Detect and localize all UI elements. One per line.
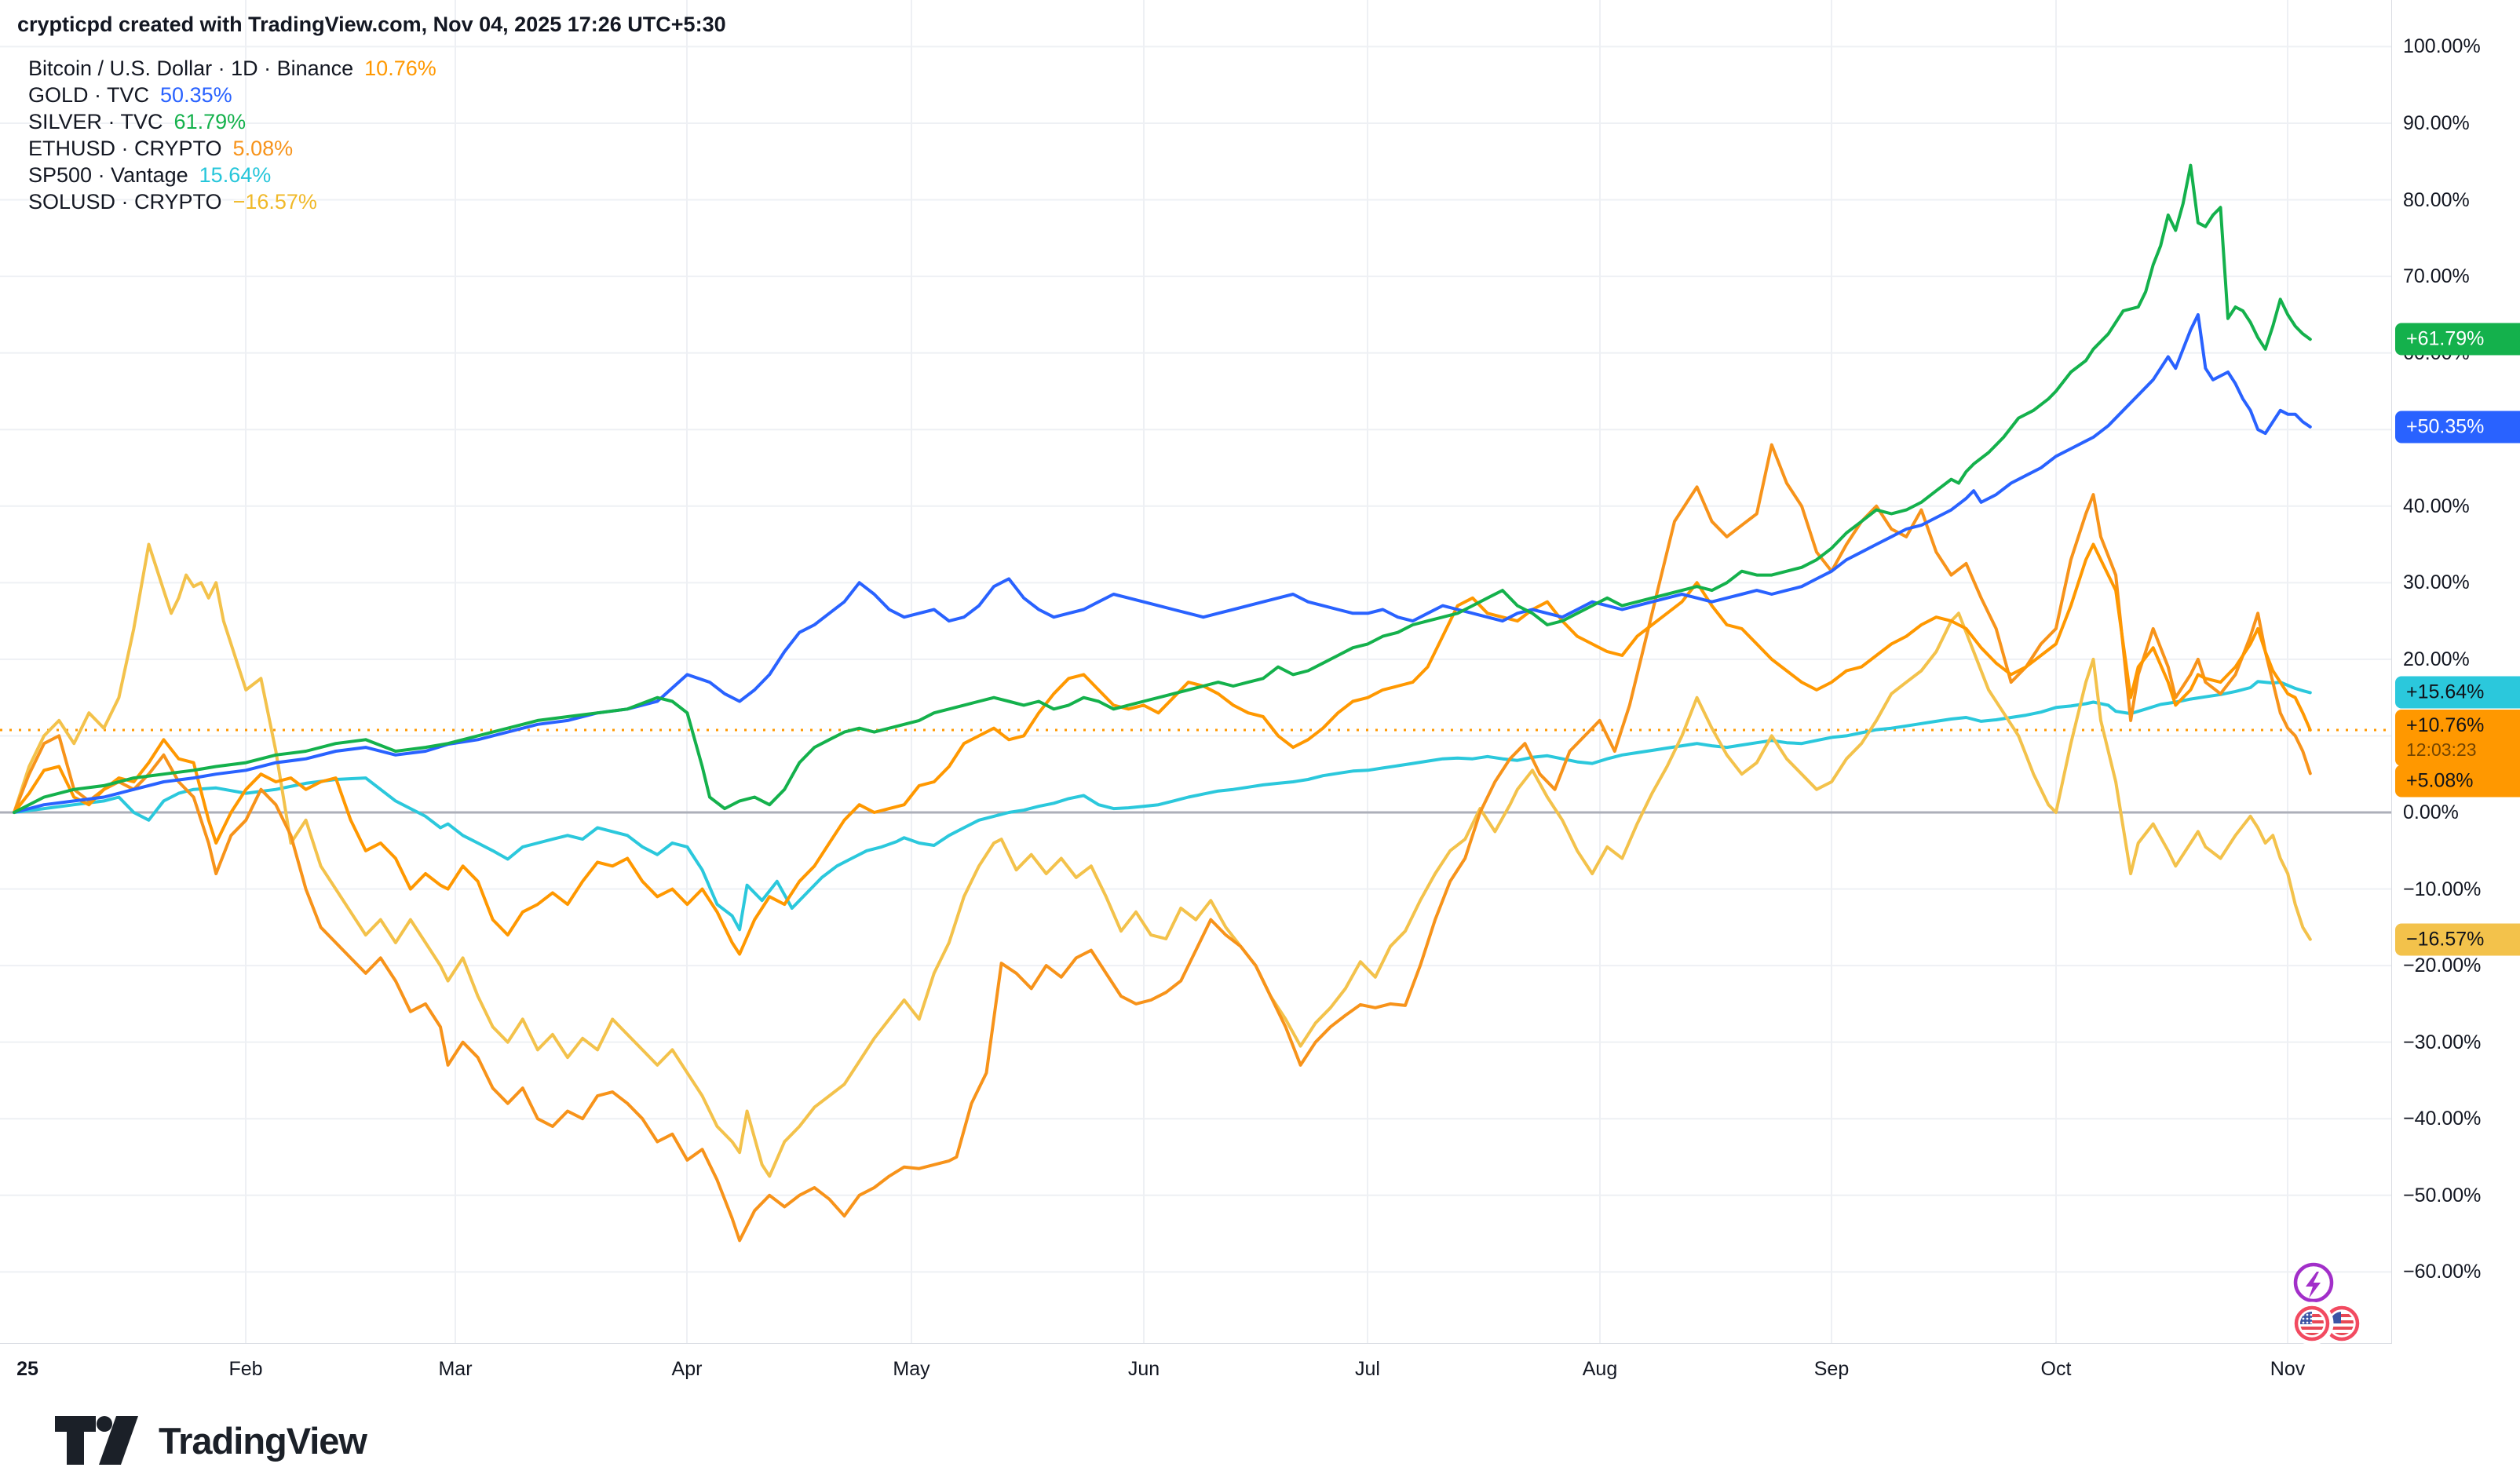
time-axis-tick-label: Nov [2270,1358,2306,1380]
price-axis-tick-label: −40.00% [2403,1108,2482,1130]
time-axis-tick-label: Jul [1355,1358,1380,1380]
watermark-title: crypticpd created with TradingView.com, … [17,13,726,36]
price-axis-tick-label: −60.00% [2403,1261,2482,1283]
tradingview-logo-icon [55,1416,138,1465]
legend-symbol-label: SOLUSD · CRYPTO [28,189,222,214]
price-chart-canvas[interactable] [0,0,2520,1399]
series-line-solusd[interactable] [13,542,2312,1178]
legend-change-value: 5.08% [232,136,294,160]
series-change-value: −16.57% [2406,928,2485,951]
series-value-badge: +50.35% [2395,411,2520,444]
legend-change-value: 10.76% [364,56,436,80]
legend-row[interactable]: SILVER · TVC 61.79% [28,108,436,135]
series-value-badge: +61.79% [2395,323,2520,356]
us-flag-event-right-icon [2324,1305,2360,1341]
legend-change-value: −16.57% [232,189,317,214]
price-axis-tick-label: −50.00% [2403,1184,2482,1206]
price-axis-tick-label: −10.00% [2403,878,2482,900]
legend-symbol-label: GOLD · TVC [28,82,150,107]
series-value-badge: +5.08% [2395,765,2520,798]
us-flag-event-left-icon [2290,1301,2334,1345]
legend-change-value: 15.64% [199,162,272,187]
price-axis-tick-label: 30.00% [2403,571,2470,594]
series-change-value: +50.35% [2406,415,2485,438]
price-axis-tick-label: 90.00% [2403,111,2470,134]
legend-change-value: 61.79% [173,109,247,133]
price-axis-tick-label: −30.00% [2403,1031,2482,1053]
price-axis-tick-label: −20.00% [2403,955,2482,977]
legend-row[interactable]: SOLUSD · CRYPTO −16.57% [28,188,436,215]
footer-bar: TradingView [0,1399,2520,1482]
event-markers [2290,1262,2360,1345]
us-flag-events-icon[interactable] [2290,1301,2360,1345]
time-axis-tick-label: May [893,1358,930,1380]
legend-row[interactable]: SP500 · Vantage 15.64% [28,162,436,188]
time-axis-tick-label: 25 [16,1358,38,1380]
price-axis-tick-label: 70.00% [2403,265,2470,288]
series-line-sp500[interactable] [13,680,2312,932]
series-change-value: +10.76% [2406,714,2485,737]
time-axis-tick-label: Aug [1582,1358,1618,1380]
legend-row[interactable]: GOLD · TVC 50.35% [28,82,436,108]
price-axis-tick-label: 0.00% [2403,801,2459,823]
price-axis-tick-label: 20.00% [2403,648,2470,670]
legend-symbol-label: Bitcoin / U.S. Dollar · 1D · Binance [28,56,354,80]
series-line-gold[interactable] [13,312,2312,814]
tradingview-brand-link[interactable]: TradingView [55,1416,367,1465]
last-update-time: 12:03:23 [2406,739,2477,761]
time-axis-tick-label: Sep [1813,1358,1850,1380]
price-axis[interactable]: 100.00% 90.00% 80.00% 70.00% 60.00% 50.0… [2392,0,2520,1344]
series-value-badge: +15.64% [2395,676,2520,709]
legend-symbol-label: SILVER · TVC [28,109,163,133]
price-axis-tick-label: 80.00% [2403,188,2470,211]
legend-row[interactable]: ETHUSD · CRYPTO 5.08% [28,135,436,162]
series-value-badge: +10.76% 12:03:23 [2395,710,2520,767]
time-axis-tick-label: Jun [1127,1358,1160,1380]
series-value-badge: −16.57% [2395,923,2520,956]
time-axis-tick-label: Oct [2040,1358,2072,1380]
legend-symbol-label: ETHUSD · CRYPTO [28,136,222,160]
series-line-silver[interactable] [13,163,2312,814]
time-axis-tick-label: Feb [228,1358,263,1380]
price-axis-tick-label: 100.00% [2403,35,2481,58]
series-legend: Bitcoin / U.S. Dollar · 1D · Binance 10.… [28,55,436,215]
price-axis-tick-label: 40.00% [2403,495,2470,517]
legend-symbol-label: SP500 · Vantage [28,162,188,187]
time-axis[interactable]: 25 Feb Mar Apr May Jun Jul Aug Sep Oct N… [0,1344,2520,1399]
lightning-event-icon[interactable] [2293,1262,2334,1303]
series-change-value: +15.64% [2406,681,2485,703]
legend-row[interactable]: Bitcoin / U.S. Dollar · 1D · Binance 10.… [28,55,436,82]
tradingview-wordmark: TradingView [159,1419,367,1462]
legend-change-value: 50.35% [160,82,232,107]
series-change-value: +5.08% [2406,769,2474,792]
series-change-value: +61.79% [2406,327,2485,350]
time-axis-tick-label: Apr [671,1358,703,1380]
time-axis-tick-label: Mar [438,1358,473,1380]
